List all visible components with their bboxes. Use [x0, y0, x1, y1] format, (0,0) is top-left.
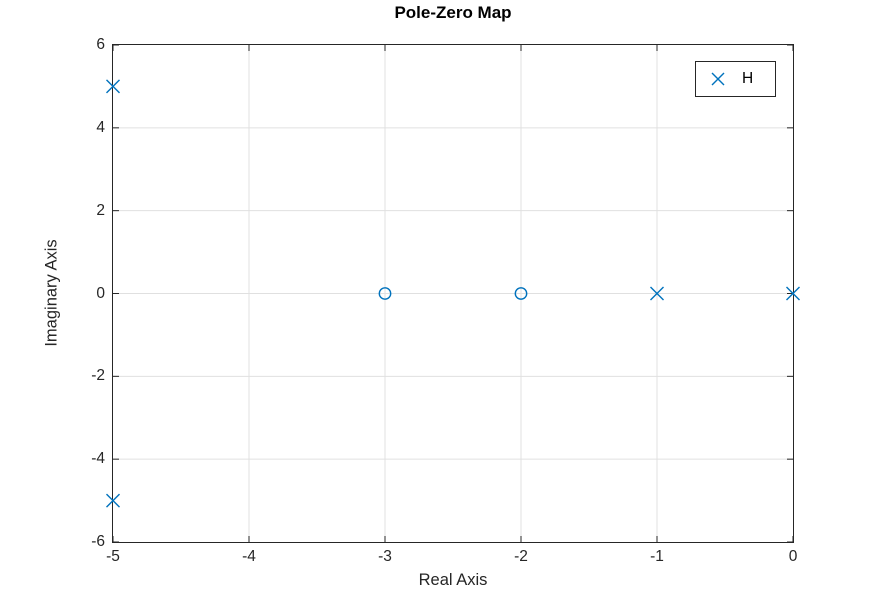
y-tick-label: -6: [91, 533, 105, 550]
y-tick-label: -4: [91, 450, 105, 468]
x-tick-label: 0: [788, 548, 798, 565]
x-tick-label: -2: [514, 548, 528, 565]
pole-marker-icon: [786, 286, 800, 301]
zero-marker-icon: [514, 287, 528, 300]
chart-title: Pole-Zero Map: [394, 3, 512, 22]
x-tick-label: -1: [650, 548, 664, 565]
pole-marker-icon: [106, 79, 120, 94]
x-axis-label: Real Axis: [418, 571, 488, 589]
legend: H: [695, 61, 776, 97]
pole-marker-icon: [106, 493, 120, 508]
y-axis-label: Imaginary Axis: [42, 239, 61, 347]
y-tick-label: 2: [96, 201, 105, 219]
legend-label: H: [742, 70, 754, 87]
y-tick-label: 0: [96, 284, 105, 302]
y-tick-label: 4: [96, 118, 105, 136]
x-tick-label: -5: [106, 548, 120, 565]
plot-area: [106, 44, 800, 543]
x-tick-label: -4: [242, 548, 256, 565]
y-tick-label: 6: [96, 36, 105, 53]
plot-canvas: [106, 44, 800, 543]
pole-marker-icon: [650, 286, 664, 301]
y-tick-label: -2: [91, 367, 105, 385]
zero-marker-icon: [378, 287, 392, 300]
x-tick-label: -3: [378, 548, 392, 565]
legend-pole-marker-icon: [711, 72, 725, 86]
